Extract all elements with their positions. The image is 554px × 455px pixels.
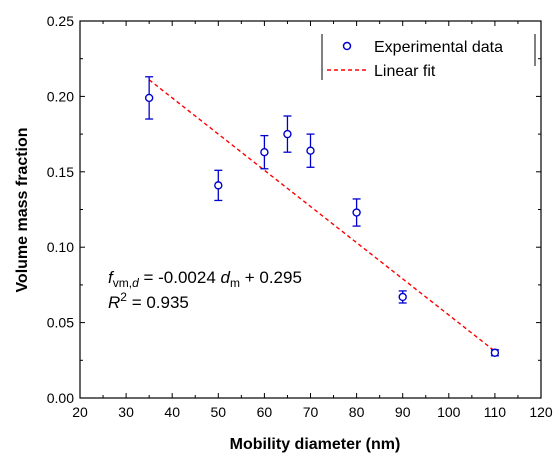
eq-sub-italic: d: [132, 276, 139, 290]
eq-sub: vm,: [113, 276, 132, 290]
fit-equation-annotation: fvm,d = -0.0024 dm + 0.295 R2 = 0.935: [108, 268, 302, 312]
y-tick-label: 0.05: [47, 315, 74, 331]
x-tick-label: 110: [484, 404, 507, 420]
data-point: [144, 93, 154, 103]
x-tick-label: 120: [529, 404, 553, 420]
eq-end: + 0.295: [240, 268, 302, 287]
data-point: [490, 348, 500, 357]
r-end: = 0.935: [127, 293, 189, 312]
y-tick-label: 0.15: [47, 164, 74, 180]
linear-fit-line: [148, 79, 496, 352]
data-point: [260, 147, 269, 157]
data-point: [306, 146, 315, 155]
r-sup: 2: [120, 290, 127, 304]
eq-dsub: m: [230, 276, 240, 290]
x-tick-label: 80: [349, 404, 365, 420]
legend: Experimental data Linear fit: [321, 34, 536, 80]
fit-equation: fvm,d = -0.0024 dm + 0.295: [108, 268, 302, 290]
x-tick-label: 70: [303, 404, 319, 420]
x-tick-label: 40: [164, 404, 180, 420]
axes: 20 30 40 50 60 70 80 90 100 110 120 0.00 0.05 0.10 0.1…: [47, 13, 553, 420]
data-point: [214, 181, 223, 190]
x-tick-label: 20: [72, 404, 88, 420]
y-tick-label: 0.00: [47, 390, 74, 406]
y-tick-label: 0.10: [47, 239, 74, 255]
x-tick-label: 30: [118, 404, 134, 420]
y-tick-label: 0.20: [47, 88, 74, 104]
y-tick-label: 0.25: [47, 13, 74, 29]
data-point: [398, 292, 407, 302]
fit-line-layer: [148, 79, 496, 352]
data-points-layer: [144, 76, 500, 357]
r-squared: R2 = 0.935: [108, 290, 189, 312]
legend-label-fit: Linear fit: [374, 63, 436, 80]
data-point: [283, 129, 292, 139]
legend-label-experimental: Experimental data: [374, 39, 503, 56]
x-axis-title: Mobility diameter (nm): [230, 436, 401, 453]
x-tick-label: 90: [395, 404, 411, 420]
x-tick-label: 50: [211, 404, 227, 420]
legend-marker-experimental: [342, 41, 352, 51]
data-point: [352, 208, 361, 217]
y-axis-title: Volume mass fraction: [14, 127, 31, 292]
x-tick-label: 60: [257, 404, 273, 420]
x-tick-label: 100: [437, 404, 461, 420]
eq-mid: = -0.0024: [139, 268, 221, 287]
eq-f: f: [108, 268, 115, 287]
eq-d: d: [221, 268, 231, 287]
r-letter: R: [108, 293, 120, 312]
